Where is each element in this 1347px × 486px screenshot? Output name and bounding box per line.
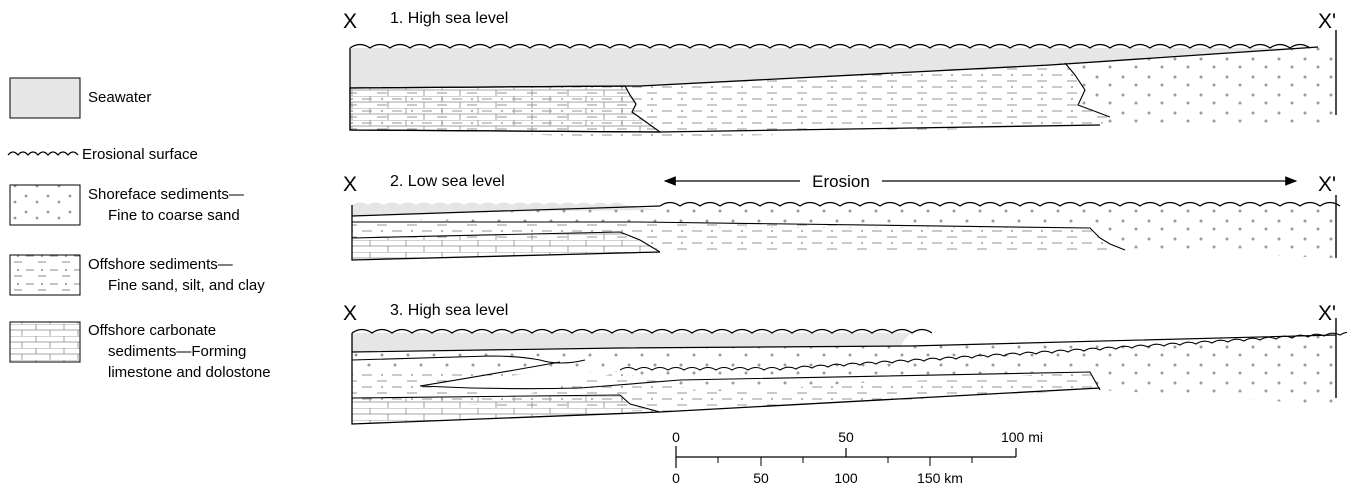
panel3-section: [351, 318, 1347, 425]
panel1-left-label: X: [343, 10, 358, 33]
legend-seawater: Seawater: [88, 89, 152, 106]
panel1-right-label: X': [1318, 10, 1337, 33]
scale-km-50: 50: [753, 470, 769, 486]
panel1-erosional-surface: [349, 43, 1311, 49]
legend-shoreface-2: Fine to coarse sand: [108, 207, 240, 224]
panel2-title: 2. Low sea level: [390, 173, 505, 190]
panel3-seawater: [352, 333, 910, 352]
panel1-shoreface: [1065, 47, 1336, 127]
legend-carbonate-2: sediments—Forming: [108, 343, 247, 360]
scale-km-100: 100: [834, 470, 858, 486]
scale-mi-100: 100 mi: [1001, 429, 1043, 445]
scale-km-150: 150 km: [917, 470, 963, 486]
scale-km-0: 0: [672, 470, 680, 486]
legend-offshore-2: Fine sand, silt, and clay: [108, 277, 265, 294]
panel1-title: 1. High sea level: [390, 10, 509, 27]
panel3-shoreface: [352, 335, 1336, 405]
legend-swatches: [7, 77, 81, 363]
offshore-swatch: [9, 254, 81, 296]
legend-carbonate-3: limestone and dolostone: [108, 364, 271, 381]
legend-shoreface-1: Shoreface sediments—: [88, 186, 244, 203]
erosion-label: Erosion: [812, 172, 870, 191]
scale-bar: 0 50 100 mi 0 50 100 150 km: [672, 429, 1043, 486]
legend-erosional: Erosional surface: [82, 146, 198, 163]
carbonate-swatch: [9, 321, 81, 363]
erosional-surface-swatch: [7, 151, 79, 156]
panel2-right-label: X': [1318, 173, 1337, 196]
legend-offshore-1: Offshore sediments—: [88, 256, 233, 273]
scale-mi-50: 50: [838, 429, 854, 445]
scale-mi-0: 0: [672, 429, 680, 445]
panel3-left-label: X: [343, 302, 358, 325]
panel2-left-label: X: [343, 173, 358, 196]
panel2-erosional-surface: [659, 201, 1341, 207]
panel2-shoreface: [352, 206, 1336, 258]
panel2-carbonate: [352, 232, 660, 260]
shoreface-swatch: [9, 184, 81, 226]
panel3-erosional-surface-buried: [619, 331, 1347, 371]
panel1-seawater: [350, 48, 1318, 88]
panel1-carbonate: [349, 85, 662, 133]
panel2-offshore: [352, 222, 1125, 252]
panel3-right-label: X': [1318, 302, 1337, 325]
panel3-carbonate: [352, 395, 660, 424]
panel2-section: Erosion: [351, 172, 1341, 261]
seawater-swatch: [9, 77, 81, 119]
legend: Seawater Erosional surface Shoreface sed…: [0, 0, 340, 486]
panel3-title: 3. High sea level: [390, 302, 509, 319]
legend-carbonate-1: Offshore carbonate: [88, 322, 217, 339]
panel1-section: [349, 30, 1337, 138]
panel2-seawater: [352, 202, 660, 216]
panel3-erosional-surface-top: [351, 328, 933, 334]
